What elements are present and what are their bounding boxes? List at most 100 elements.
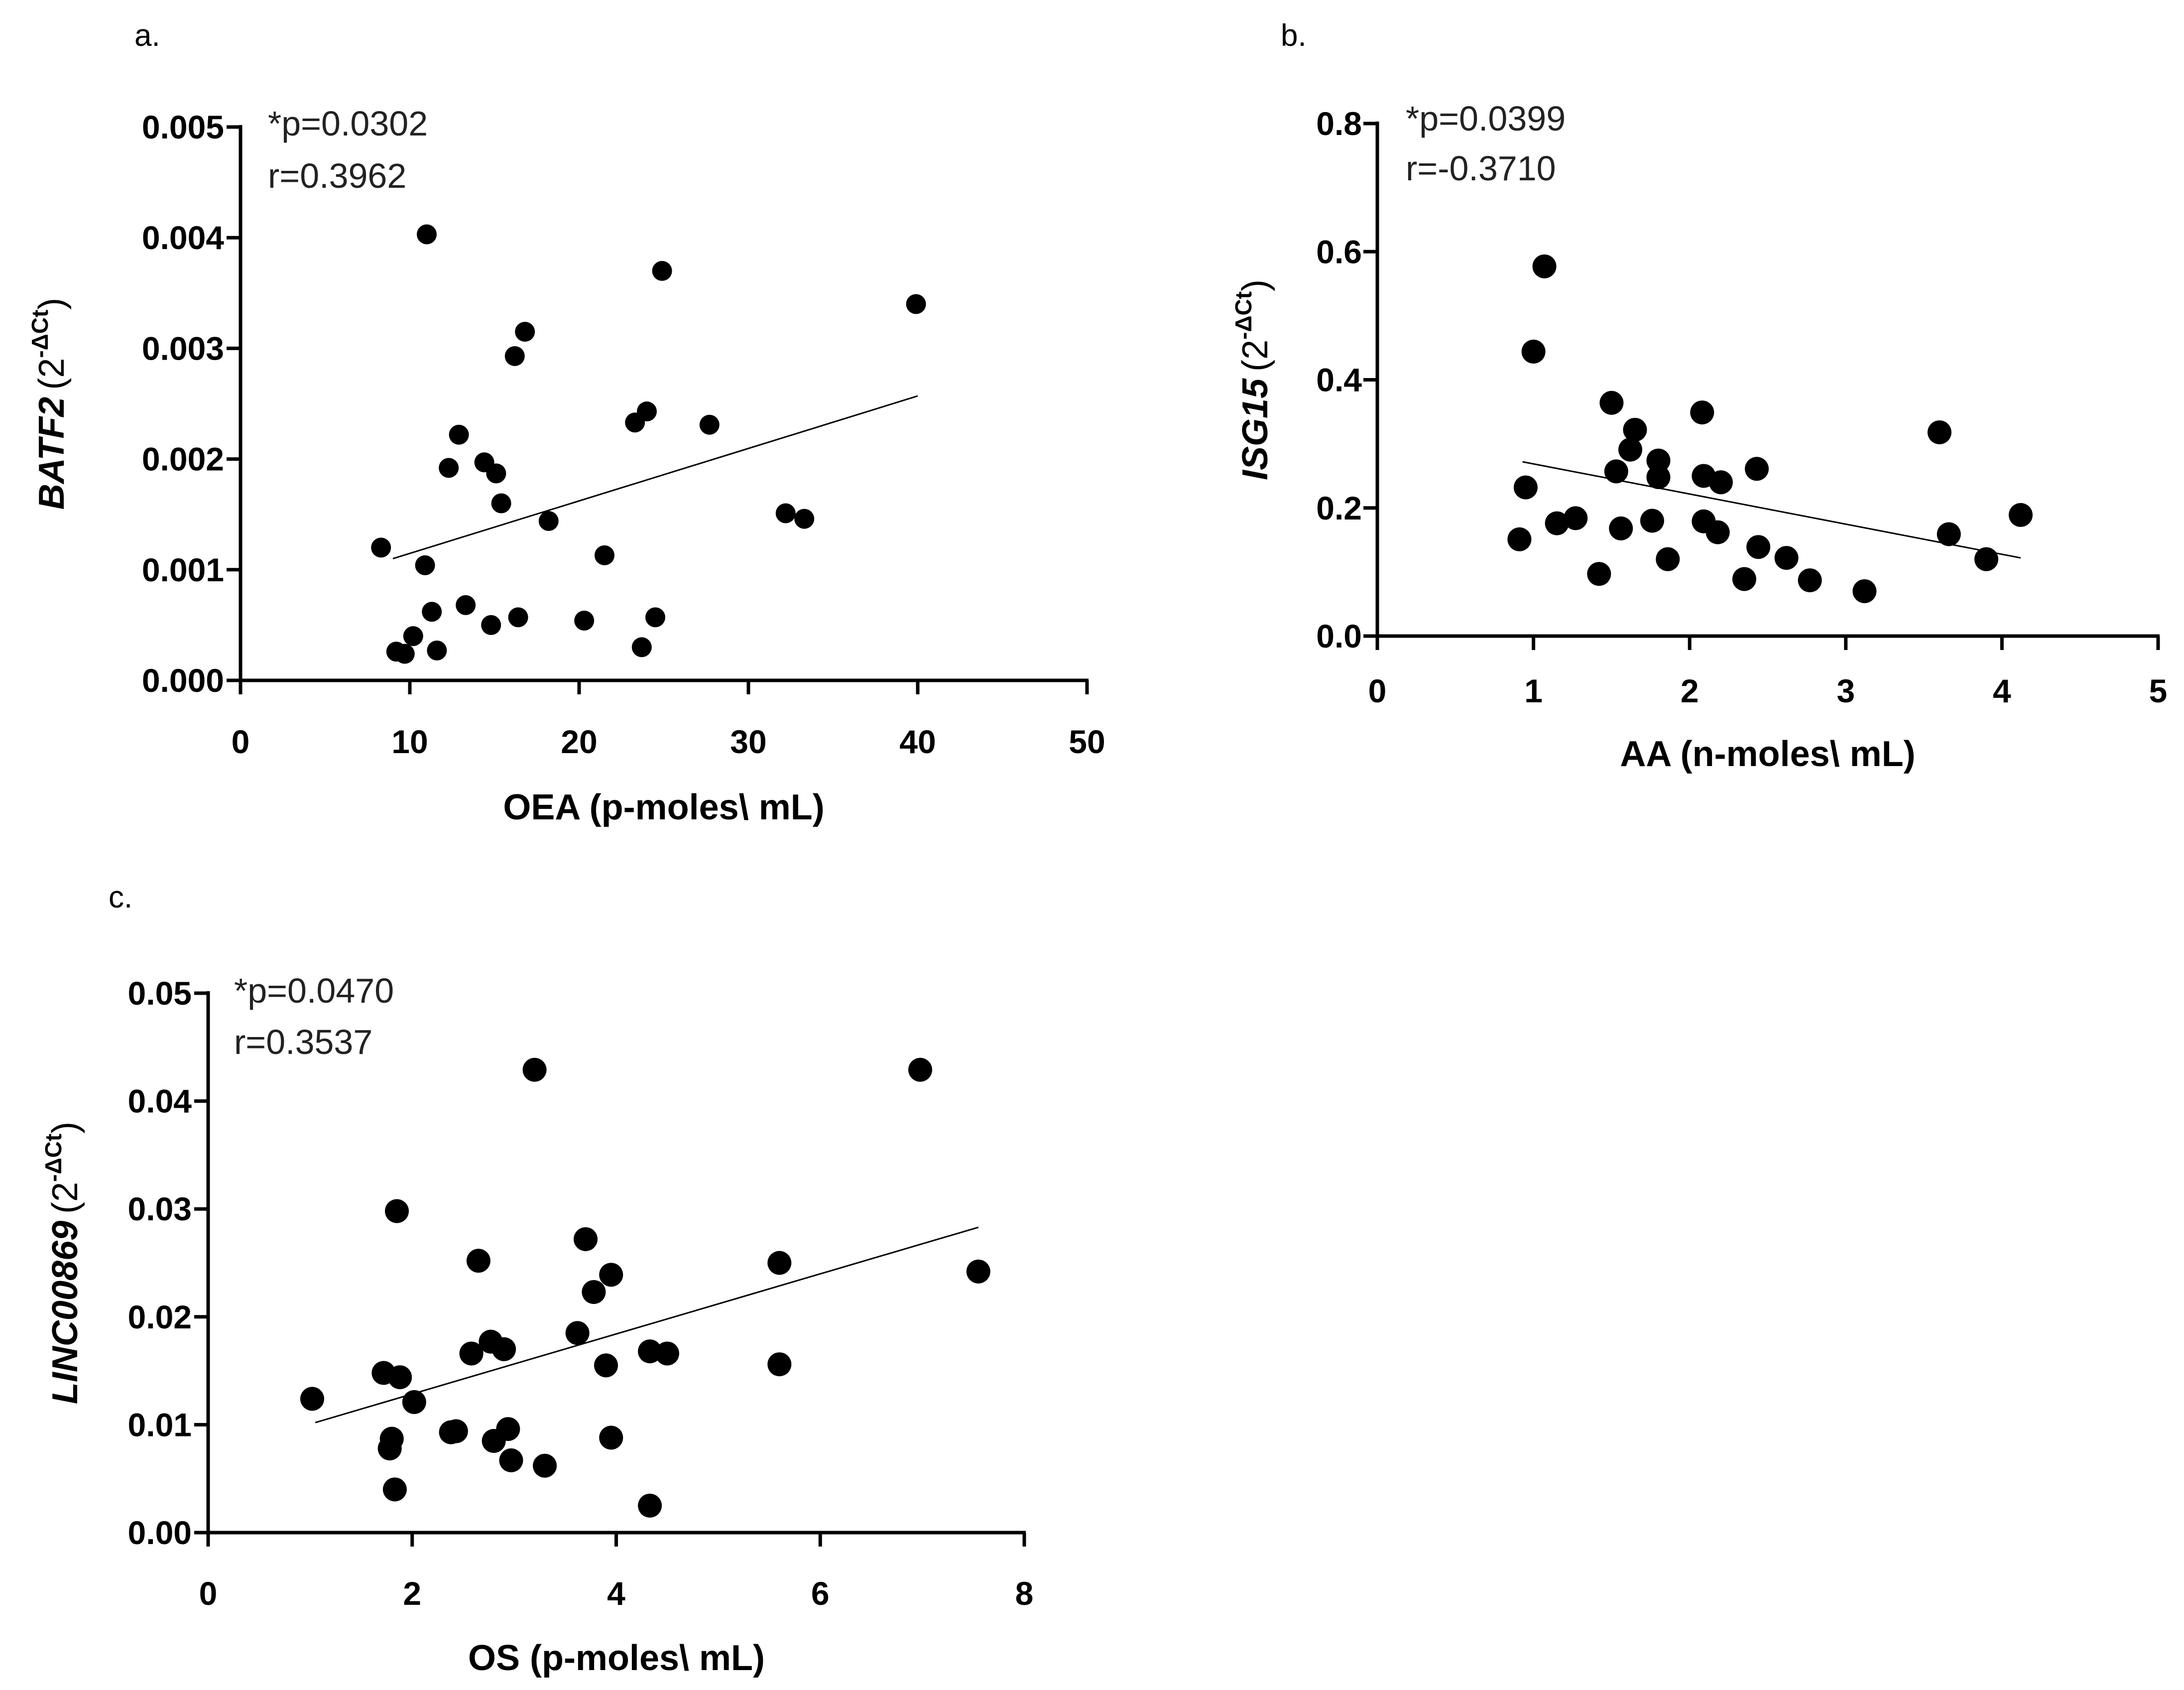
- y-tick-label: 0.002: [142, 441, 224, 478]
- data-point: [2009, 503, 2033, 527]
- x-axis-title: AA (n-moles\ mL): [1620, 734, 1915, 774]
- x-tick-label: 8: [1015, 1575, 1034, 1612]
- data-point: [1732, 567, 1756, 591]
- x-tick-label: 1: [1524, 672, 1543, 709]
- y-tick-label: 0.02: [128, 1299, 192, 1335]
- data-point: [466, 1249, 490, 1273]
- data-point: [422, 602, 442, 622]
- data-point: [595, 545, 614, 565]
- data-point: [394, 644, 415, 664]
- data-point: [415, 555, 435, 575]
- y-tick-label: 0.005: [142, 109, 224, 145]
- data-point: [482, 1429, 506, 1453]
- data-point: [417, 224, 437, 245]
- data-point: [565, 1321, 590, 1345]
- x-tick-label: 50: [1069, 723, 1105, 760]
- data-point: [599, 1426, 623, 1450]
- data-point: [594, 1353, 618, 1378]
- y-axis-title: ISG15 (2-ΔCt): [1230, 279, 1275, 480]
- data-point: [403, 626, 423, 647]
- data-point: [1646, 448, 1671, 473]
- data-point: [1545, 511, 1569, 535]
- data-point: [1974, 547, 1999, 571]
- data-point: [1774, 546, 1799, 570]
- data-point: [652, 260, 672, 281]
- p-value-annotation: *p=0.0399: [1406, 99, 1566, 138]
- data-point: [388, 1365, 412, 1390]
- x-tick-label: 5: [2149, 672, 2168, 709]
- p-value-annotation: *p=0.0470: [234, 971, 394, 1010]
- panel-letter: a.: [134, 18, 160, 53]
- x-tick-label: 4: [607, 1575, 625, 1612]
- y-axis-unit: (2: [45, 1182, 85, 1214]
- y-tick-label: 0.001: [142, 551, 224, 588]
- y-tick-label: 0.00: [128, 1514, 192, 1551]
- y-axis-unit: (2: [1235, 340, 1275, 372]
- data-point: [481, 615, 501, 635]
- data-point: [574, 611, 595, 631]
- data-point: [1507, 527, 1532, 551]
- r-value-annotation: r=0.3962: [268, 156, 406, 195]
- x-tick-label: 2: [1681, 672, 1699, 709]
- data-point: [456, 595, 476, 615]
- data-point: [1513, 475, 1538, 500]
- y-axis-unit-superscript: -ΔCt: [27, 310, 53, 358]
- y-axis-unit-close: ): [1235, 279, 1275, 291]
- data-point: [491, 493, 511, 514]
- data-point: [767, 1352, 792, 1377]
- data-point: [1532, 254, 1557, 278]
- data-point: [1745, 457, 1769, 481]
- data-point: [371, 537, 391, 558]
- x-tick-label: 30: [730, 723, 766, 760]
- data-point: [767, 1251, 792, 1275]
- data-point: [449, 424, 469, 445]
- data-point: [1564, 506, 1588, 530]
- x-tick-label: 0: [199, 1575, 218, 1612]
- data-point: [1604, 459, 1628, 484]
- y-axis-gene: ISG15: [1235, 378, 1275, 480]
- data-point: [538, 511, 559, 531]
- data-point: [1587, 562, 1611, 586]
- y-tick-label: 0.4: [1316, 362, 1362, 398]
- regression-line: [1522, 461, 2021, 559]
- data-point: [699, 414, 720, 435]
- data-point: [638, 1493, 662, 1518]
- x-tick-label: 6: [811, 1575, 830, 1612]
- y-axis-title: LINC00869 (2-ΔCt): [40, 1122, 85, 1404]
- data-point: [382, 1477, 407, 1502]
- x-tick-label: 3: [1836, 672, 1855, 709]
- panel-letter: c.: [109, 880, 132, 914]
- y-tick-label: 0.2: [1316, 490, 1362, 526]
- data-point: [499, 1448, 523, 1472]
- data-point: [966, 1259, 990, 1284]
- x-axis-title: OS (p-moles\ mL): [468, 1638, 765, 1678]
- data-point: [631, 637, 652, 657]
- data-point: [508, 607, 528, 628]
- data-point: [377, 1436, 402, 1461]
- y-tick-label: 0.003: [142, 330, 224, 367]
- y-axis-unit-close: ): [32, 298, 72, 310]
- y-tick-label: 0.01: [128, 1406, 192, 1443]
- data-point: [1623, 417, 1647, 442]
- data-point: [655, 1341, 679, 1366]
- data-point: [533, 1453, 557, 1478]
- y-tick-label: 0.04: [128, 1083, 192, 1120]
- data-point: [574, 1227, 598, 1251]
- data-point: [492, 1337, 516, 1361]
- x-tick-label: 0: [232, 723, 250, 760]
- panel-a: a. 0.000 0.001 0.002 0.003 0.004 0.005 0 10 20 30 4…: [27, 18, 1105, 827]
- data-point: [504, 346, 525, 366]
- panel-letter: b.: [1281, 18, 1307, 53]
- data-point: [1927, 420, 1951, 444]
- x-tick-label: 40: [899, 723, 936, 760]
- data-point: [794, 509, 815, 529]
- data-point: [1746, 535, 1771, 559]
- r-value-annotation: r=0.3537: [234, 1023, 372, 1061]
- data-point: [638, 1339, 662, 1364]
- data-point: [486, 463, 506, 484]
- y-axis-unit: (2: [32, 358, 72, 390]
- data-point: [1798, 568, 1822, 593]
- data-point: [459, 1341, 484, 1366]
- data-point: [906, 294, 926, 314]
